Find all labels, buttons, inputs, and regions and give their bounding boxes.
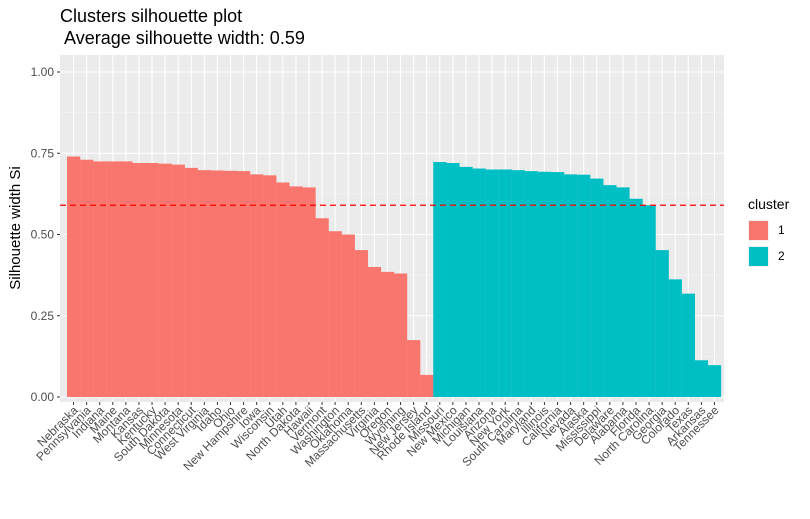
bar-nebraska: [67, 156, 81, 397]
legend-swatch-2: [749, 246, 768, 266]
legend: cluster 1 2: [748, 196, 789, 270]
legend-item-cluster-2: 2: [748, 244, 789, 268]
bars: [67, 156, 722, 397]
bar-tennessee: [707, 365, 722, 397]
bar-pennsylvania: [80, 159, 94, 397]
legend-label-1: 1: [778, 223, 785, 237]
bar-minnesota: [171, 164, 185, 397]
bar-kansas: [132, 163, 146, 397]
bar-arizona: [485, 169, 499, 397]
bar-kentucky: [145, 163, 159, 397]
bar-north-carolina: [642, 205, 656, 397]
bar-massachusetts: [354, 250, 368, 397]
bar-connecticut: [184, 167, 198, 397]
bar-georgia: [655, 250, 669, 397]
bar-north-dakota: [289, 186, 303, 397]
bar-rhode-island: [420, 374, 434, 397]
bar-virginia: [367, 267, 382, 397]
y-tick-label: 0.50: [31, 228, 55, 242]
bar-missouri: [433, 162, 447, 397]
bar-mississippi: [590, 178, 604, 397]
bar-alabama: [616, 187, 630, 397]
bar-west-virginia: [197, 170, 212, 397]
bar-new-york: [498, 169, 512, 397]
y-tick-label: 0.00: [31, 390, 55, 404]
bar-new-hampshire: [237, 171, 251, 397]
bar-colorado: [668, 279, 682, 397]
legend-swatch-1: [749, 220, 768, 240]
bar-nevada: [564, 174, 578, 397]
bar-oregon: [380, 271, 395, 397]
legend-key-1: [748, 219, 769, 241]
bar-wisconsin: [263, 175, 277, 397]
chart-subtitle: Average silhouette width: 0.59: [60, 28, 305, 48]
bar-california: [550, 172, 565, 397]
bar-vermont: [315, 218, 329, 397]
bar-new-mexico: [446, 163, 460, 397]
bar-florida: [629, 198, 643, 397]
y-tick-label: 0.75: [31, 146, 55, 160]
y-axis-label: Silhouette width Si: [7, 166, 24, 289]
bar-alaska: [577, 174, 591, 397]
y-tick-label: 1.00: [31, 65, 55, 79]
bar-idaho: [210, 170, 225, 397]
legend-label-2: 2: [778, 249, 785, 263]
bar-new-jersey: [407, 340, 421, 397]
bar-south-carolina: [511, 170, 525, 397]
legend-title: cluster: [748, 196, 790, 212]
bar-washington: [328, 231, 342, 397]
bar-wyoming: [394, 273, 408, 397]
bar-ohio: [223, 170, 238, 397]
bar-louisiana: [472, 168, 486, 397]
bar-indiana: [93, 161, 107, 397]
bar-maine: [106, 161, 120, 397]
legend-item-cluster-1: 1: [748, 218, 789, 242]
legend-key-2: [748, 245, 769, 267]
bar-hawaii: [302, 187, 316, 397]
y-axis: 0.00 0.25 0.50 0.75 1.00: [31, 65, 60, 404]
bar-maryland: [524, 171, 539, 397]
chart-title: Clusters silhouette plot: [60, 6, 243, 26]
y-tick-label: 0.25: [31, 309, 55, 323]
bar-iowa: [250, 174, 264, 397]
bar-montana: [119, 161, 133, 397]
bar-arkansas: [694, 360, 709, 397]
bar-illinois: [537, 171, 552, 397]
bar-oklahoma: [341, 234, 355, 397]
bar-michigan: [459, 166, 473, 397]
bar-texas: [681, 293, 695, 397]
bar-south-dakota: [158, 163, 172, 397]
x-axis: NebraskaPennsylvaniaIndianaMaineMontanaK…: [33, 402, 722, 473]
bar-utah: [276, 182, 290, 397]
bar-delaware: [603, 185, 617, 397]
